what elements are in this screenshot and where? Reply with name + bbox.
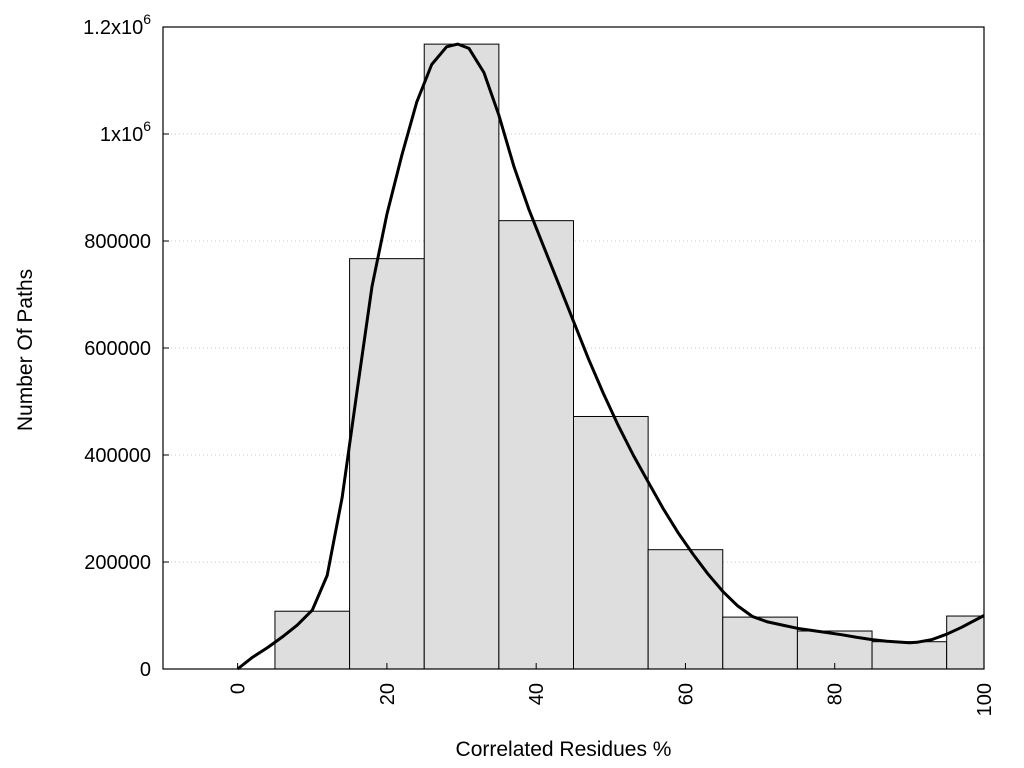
y-tick-label-5: 1x106 xyxy=(100,118,151,146)
x-tick-label-0: 0 xyxy=(228,683,250,694)
y-tick-label-base-5: 1x10 xyxy=(100,124,143,146)
y-tick-label-base-0: 0 xyxy=(140,659,151,681)
y-tick-label-exponent-5: 6 xyxy=(143,118,151,134)
x-tick-label-2: 40 xyxy=(526,683,548,705)
histogram-bar-5 xyxy=(647,549,724,670)
y-tick-label-base-6: 1.2x10 xyxy=(83,17,143,39)
histogram-bar-2 xyxy=(423,43,500,670)
histogram-bar-1 xyxy=(349,258,425,670)
histogram-bar-4 xyxy=(573,415,649,670)
density-curve xyxy=(236,42,985,671)
y-tick-label-0: 0 xyxy=(140,659,151,681)
x-tick-label-3: 60 xyxy=(675,683,697,705)
y-tick-label-3: 600000 xyxy=(84,338,151,360)
x-axis-label: Correlated Residues % xyxy=(456,738,672,761)
y-tick-label-6: 1.2x106 xyxy=(83,11,151,39)
x-tick-label-5: 100 xyxy=(974,683,996,716)
y-tick-label-base-1: 200000 xyxy=(84,552,151,574)
y-tick-label-base-2: 400000 xyxy=(84,445,151,467)
y-tick-label-base-3: 600000 xyxy=(84,338,151,360)
y-tick-label-1: 200000 xyxy=(84,552,151,574)
histogram-bar-0 xyxy=(274,610,351,670)
histogram-bar-8 xyxy=(871,641,948,670)
x-tick-label-1: 20 xyxy=(377,683,399,705)
y-tick-label-2: 400000 xyxy=(84,445,151,467)
grid-lines xyxy=(163,133,984,563)
x-axis-ticks: 0 20 40 60 80 100 xyxy=(228,663,996,716)
histogram-bar-3 xyxy=(498,220,575,670)
y-axis-label: Number Of Paths xyxy=(14,269,37,431)
y-tick-label-base-4: 800000 xyxy=(84,231,151,253)
histogram-bars xyxy=(274,43,985,670)
x-tick-label-4: 80 xyxy=(825,683,847,705)
y-tick-label-4: 800000 xyxy=(84,231,151,253)
y-tick-label-exponent-6: 6 xyxy=(143,11,151,27)
